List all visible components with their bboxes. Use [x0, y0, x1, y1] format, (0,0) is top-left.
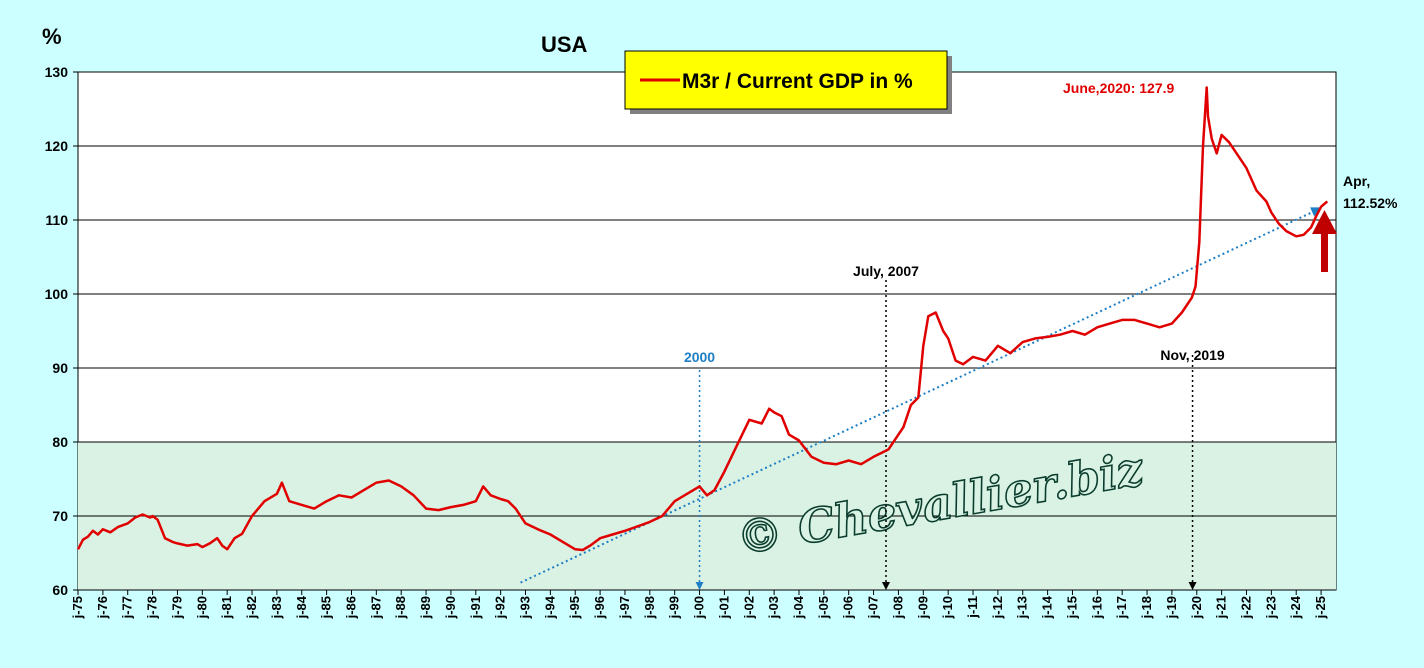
grid-lines	[78, 71, 1336, 591]
x-tick-label: j-18	[1139, 596, 1154, 619]
x-tick-label: j-19	[1164, 596, 1179, 619]
x-tick-label: j-14	[1040, 595, 1055, 619]
x-tick-label: j-22	[1238, 596, 1253, 619]
x-tick-label: j-11	[965, 596, 980, 619]
x-tick-label: j-06	[841, 596, 856, 619]
vertical-marker-arrowhead	[1188, 582, 1197, 590]
x-tick-label: j-12	[990, 596, 1005, 619]
x-tick-label: j-89	[418, 596, 433, 619]
x-tick-label: j-83	[269, 596, 284, 619]
x-tick-label: j-95	[567, 596, 582, 619]
y-tick-label: 60	[52, 582, 68, 598]
x-tick-label: j-78	[145, 596, 160, 619]
x-tick-label: j-90	[443, 596, 458, 619]
y-tick-label: 100	[45, 286, 69, 302]
x-tick-label: j-17	[1114, 596, 1129, 619]
x-tick-label: j-87	[368, 596, 383, 619]
up-arrow-icon	[1312, 210, 1337, 272]
y-tick-label: 90	[52, 360, 68, 376]
x-tick-label: j-86	[343, 596, 358, 619]
vertical-marker-arrowhead	[695, 582, 704, 590]
y-tick-label: 110	[45, 212, 68, 228]
x-tick-label: j-09	[915, 596, 930, 619]
y-axis-ticks: 60 70 80 90 100 110 120 130	[45, 64, 78, 598]
x-tick-label: j-07	[866, 596, 881, 619]
legend: M3r / Current GDP in %	[624, 50, 952, 114]
x-tick-label: j-85	[319, 596, 334, 619]
x-tick-label: j-21	[1214, 596, 1229, 619]
x-tick-label: j-98	[642, 596, 657, 619]
latest-annotation-line2: 112.52%	[1343, 195, 1398, 211]
x-tick-label: j-24	[1288, 595, 1303, 619]
x-tick-label: j-02	[741, 596, 756, 619]
x-tick-label: j-15	[1064, 596, 1079, 619]
x-tick-label: j-10	[940, 596, 955, 619]
x-tick-label: j-13	[1015, 596, 1030, 619]
vertical-marker-label: July, 2007	[853, 263, 919, 279]
x-tick-label: j-81	[219, 596, 234, 619]
x-tick-label: j-94	[542, 595, 557, 619]
x-tick-label: j-08	[890, 596, 905, 619]
vertical-marker-label: Nov, 2019	[1160, 347, 1225, 363]
series-group	[76, 86, 1329, 552]
vertical-marker-arrowhead	[882, 582, 891, 590]
latest-annotation-line1: Apr,	[1343, 173, 1370, 189]
x-tick-label: j-16	[1089, 596, 1104, 619]
x-tick-label: j-20	[1189, 596, 1204, 619]
y-tick-label: 70	[52, 508, 68, 524]
vertical-marker-label: 2000	[684, 349, 715, 365]
y-tick-label: 80	[52, 434, 68, 450]
y-tick-label: 130	[45, 64, 69, 80]
x-tick-label: j-76	[95, 596, 110, 619]
x-tick-label: j-93	[518, 596, 533, 619]
chart-title: USA	[541, 32, 588, 57]
x-tick-label: j-77	[120, 596, 135, 619]
series-line	[76, 86, 1329, 552]
peak-annotation: June,2020: 127.9	[1063, 80, 1175, 96]
x-tick-label: j-92	[493, 596, 508, 619]
x-tick-label: j-25	[1313, 596, 1328, 619]
x-tick-label: j-88	[393, 596, 408, 619]
x-tick-label: j-75	[70, 596, 85, 619]
x-tick-label: j-82	[244, 596, 259, 619]
x-tick-label: j-80	[194, 596, 209, 619]
x-tick-label: j-23	[1263, 596, 1278, 619]
x-tick-label: j-99	[667, 596, 682, 619]
x-axis-ticks: j-75 j-76 j-77 j-78 j-79 j-80 j-81 j-82 j-83 j-84…	[70, 590, 1328, 619]
y-unit-label: %	[42, 24, 62, 49]
legend-label: M3r / Current GDP in %	[682, 70, 913, 93]
x-tick-label: j-96	[592, 596, 607, 619]
x-tick-label: j-01	[716, 596, 731, 619]
x-tick-label: j-97	[617, 596, 632, 619]
x-tick-label: j-84	[294, 595, 309, 619]
x-tick-label: j-04	[791, 595, 806, 619]
x-tick-label: j-91	[468, 596, 483, 619]
x-tick-label: j-79	[169, 596, 184, 619]
x-tick-label: j-00	[692, 596, 707, 619]
x-tick-label: j-03	[766, 596, 781, 619]
vertical-markers: 2000 July, 2007 Nov, 2019	[684, 263, 1225, 590]
y-tick-label: 120	[45, 138, 69, 154]
x-tick-label: j-05	[816, 596, 831, 619]
